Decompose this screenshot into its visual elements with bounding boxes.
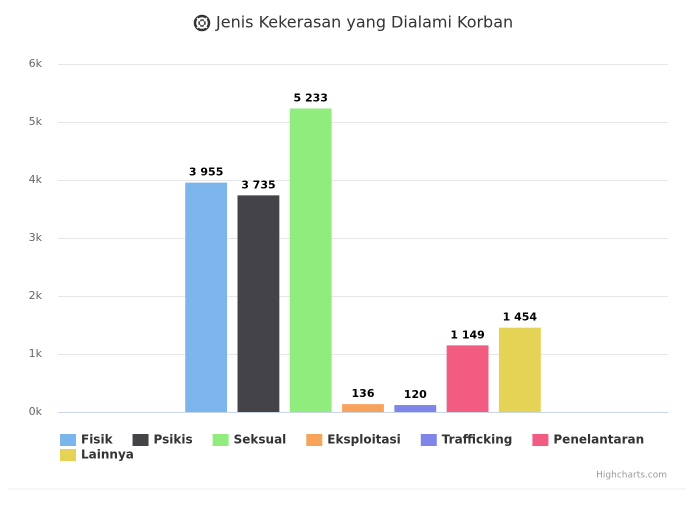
y-tick-label: 5k	[29, 115, 43, 128]
legend-symbol	[532, 434, 549, 446]
y-tick-label: 6k	[29, 57, 43, 70]
legend-label: Seksual	[234, 433, 287, 447]
legend-label: Trafficking	[442, 433, 513, 447]
legend-symbol	[212, 434, 229, 446]
y-tick-label: 0k	[29, 405, 43, 418]
bar	[498, 327, 541, 412]
bar	[185, 182, 228, 412]
legend-symbol	[132, 434, 149, 446]
data-label: 1 149	[450, 328, 484, 341]
chart-title: Jenis Kekerasan yang Dialami Korban	[215, 13, 513, 32]
bar	[289, 108, 332, 413]
bar	[394, 405, 437, 412]
legend-label: Eksploitasi	[327, 433, 400, 447]
credits: Highcharts.com	[596, 471, 667, 481]
y-tick-label: 4k	[29, 173, 43, 186]
legend-symbol	[306, 434, 323, 446]
y-tick-label: 1k	[29, 347, 43, 360]
legend-label: Fisik	[81, 433, 114, 447]
data-label: 1 454	[503, 311, 538, 324]
y-tick-label: 3k	[29, 231, 43, 244]
data-label: 136	[352, 387, 375, 400]
legend-symbol	[420, 434, 437, 446]
legend-label: Penelantaran	[553, 433, 644, 447]
title-icon	[193, 14, 211, 32]
bar	[342, 404, 384, 412]
legend-label: Lainnya	[81, 448, 134, 462]
legend-label: Psikis	[154, 433, 193, 447]
legend-symbol	[60, 449, 76, 461]
data-label: 120	[404, 388, 427, 401]
data-label: 5 233	[293, 91, 327, 104]
data-label: 3 955	[189, 166, 223, 179]
bar	[237, 195, 280, 412]
data-label: 3 735	[241, 178, 275, 191]
bar	[446, 345, 489, 412]
legend-symbol	[60, 434, 76, 446]
y-tick-label: 2k	[29, 289, 43, 302]
